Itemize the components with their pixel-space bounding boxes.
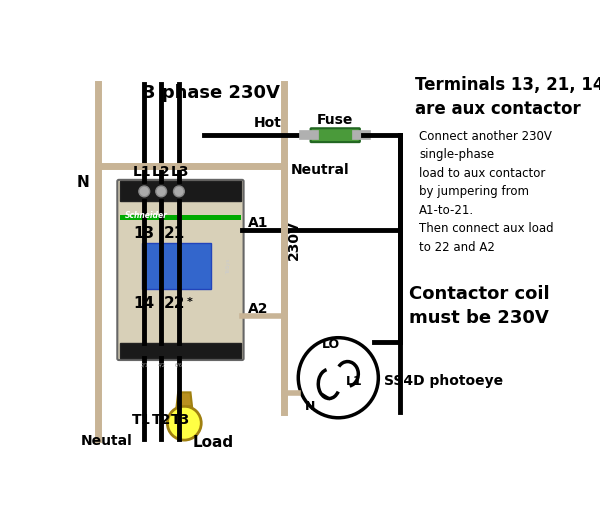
Text: 13: 13 (133, 225, 154, 240)
Text: L1: L1 (346, 375, 363, 388)
Text: 6/6: 6/6 (175, 362, 183, 367)
Circle shape (139, 343, 149, 354)
Text: Schneider: Schneider (125, 210, 168, 220)
FancyBboxPatch shape (121, 181, 241, 201)
Text: Hot: Hot (254, 116, 281, 130)
Text: A2: A2 (248, 302, 269, 316)
Text: T2: T2 (152, 413, 171, 427)
Text: L1: L1 (133, 165, 151, 179)
Text: TeSys: TeSys (226, 258, 230, 274)
Text: 3 phase 230V: 3 phase 230V (143, 84, 280, 102)
Text: A1: A1 (248, 216, 269, 230)
FancyBboxPatch shape (142, 243, 211, 289)
Text: *: * (187, 297, 193, 308)
Text: 230V: 230V (287, 220, 301, 260)
Circle shape (298, 338, 379, 418)
Circle shape (173, 186, 184, 197)
Text: L2: L2 (152, 165, 170, 179)
Circle shape (167, 406, 201, 440)
Text: 4/2: 4/2 (157, 362, 165, 367)
Text: Load: Load (193, 435, 234, 450)
Text: Fuse: Fuse (317, 113, 353, 127)
Text: Neutal: Neutal (80, 434, 132, 448)
Polygon shape (176, 392, 192, 406)
Text: SS4D photoeye: SS4D photoeye (385, 374, 503, 388)
Text: Connect another 230V
single-phase
load to aux contactor
by jumpering from
A1-to-: Connect another 230V single-phase load t… (419, 130, 554, 254)
Text: 14: 14 (133, 296, 154, 311)
Text: N: N (76, 175, 89, 190)
FancyBboxPatch shape (311, 128, 360, 142)
Text: 21: 21 (164, 225, 185, 240)
Text: 2/1: 2/1 (140, 362, 148, 367)
Text: L3: L3 (171, 165, 190, 179)
Text: Neutral: Neutral (290, 163, 349, 177)
Circle shape (156, 186, 167, 197)
Text: T3: T3 (171, 413, 190, 427)
Text: Contactor coil
must be 230V: Contactor coil must be 230V (409, 285, 550, 327)
Text: N: N (304, 400, 315, 413)
FancyBboxPatch shape (118, 180, 244, 360)
FancyBboxPatch shape (121, 343, 241, 358)
Circle shape (156, 343, 167, 354)
Text: Terminals 13, 21, 14, 22
are aux contactor: Terminals 13, 21, 14, 22 are aux contact… (415, 76, 600, 117)
Text: LO: LO (322, 339, 340, 352)
FancyBboxPatch shape (121, 215, 241, 220)
Text: 22: 22 (164, 296, 185, 311)
Text: T1: T1 (132, 413, 152, 427)
Circle shape (173, 343, 184, 354)
Circle shape (139, 186, 149, 197)
